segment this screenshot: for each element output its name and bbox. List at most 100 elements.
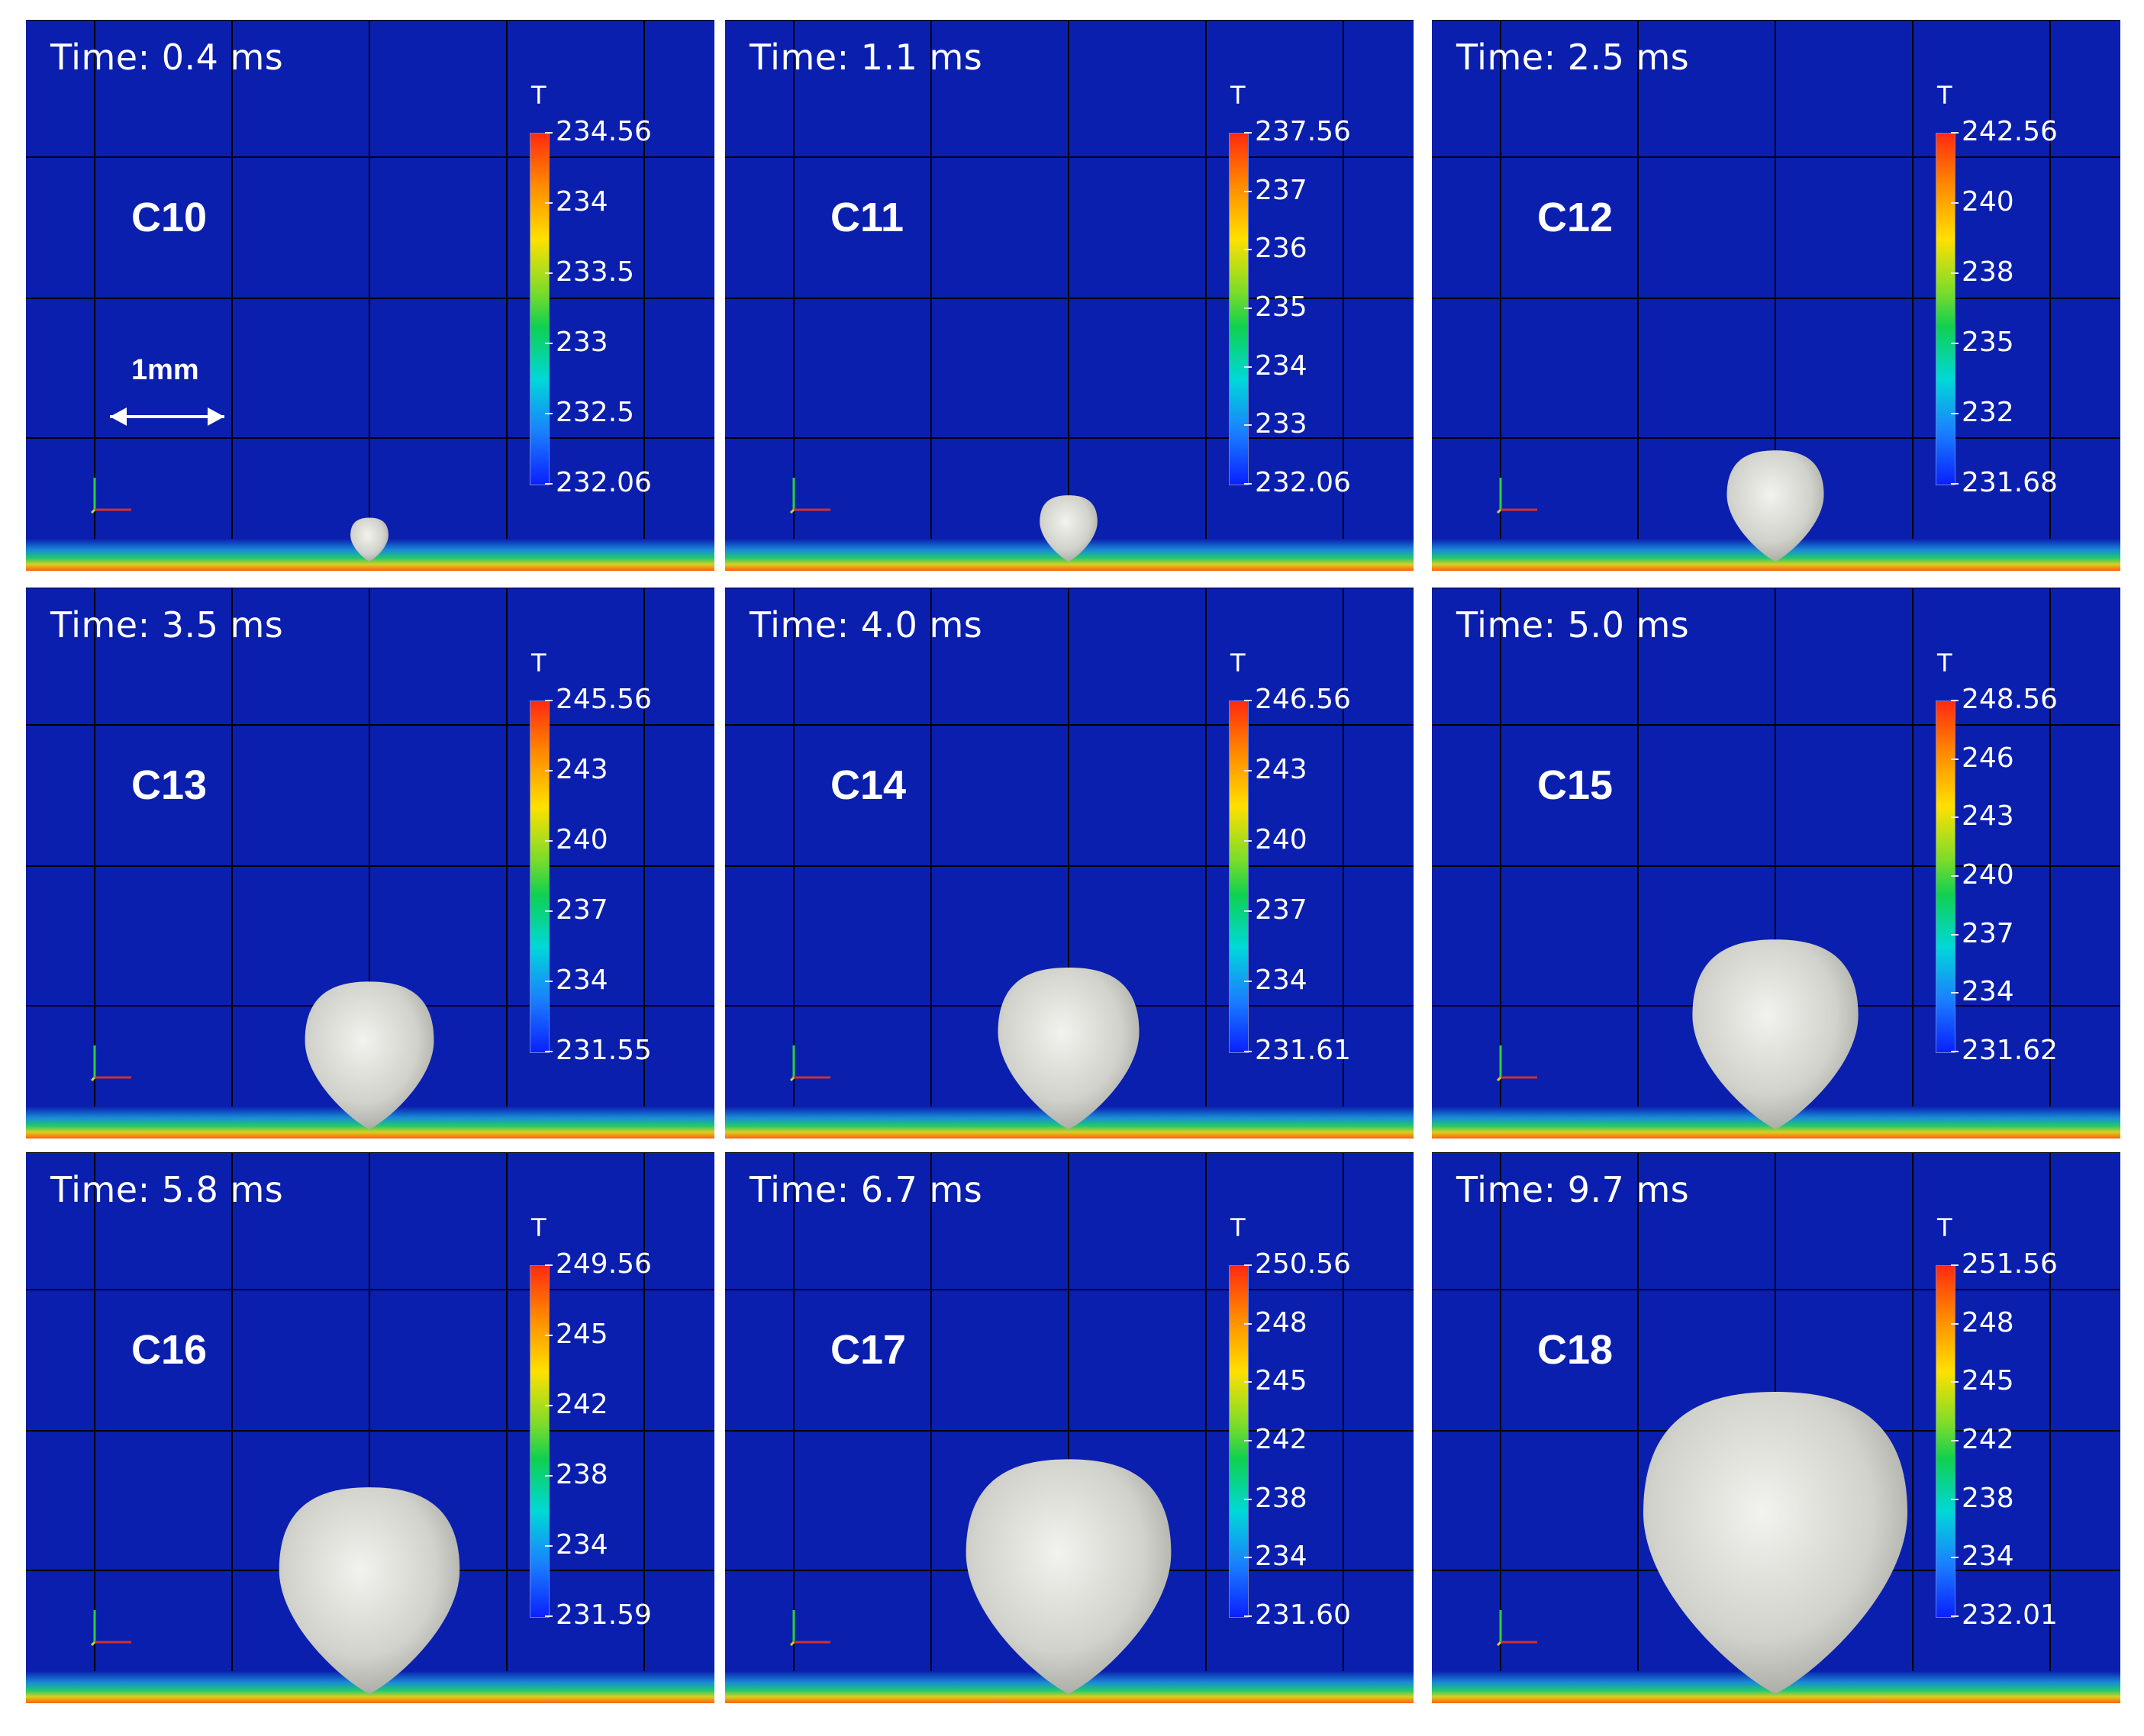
axes-triad-icon [90, 1076, 96, 1082]
time-label: Time: 2.5 ms [1456, 37, 1690, 78]
colorbar-tick-label: 243 [556, 754, 608, 785]
colorbar-title: T [1230, 1213, 1246, 1242]
colorbar-tick-mark [545, 1475, 553, 1477]
temperature-field [26, 20, 714, 571]
axes-triad-icon [1496, 1641, 1502, 1647]
colorbar-tick-label: 232 [1962, 397, 2014, 428]
sim-panel-c13: Time: 3.5 ms C13 T 245.56 243 240 237 234 231.55 [26, 588, 714, 1139]
colorbar-tick-mark [1244, 1381, 1252, 1383]
colorbar-tick-label: 240 [1962, 859, 2014, 891]
colorbar [1936, 1265, 1955, 1618]
colorbar-tick-mark [1244, 1498, 1252, 1500]
colorbar-tick-label: 237.56 [1255, 116, 1351, 147]
colorbar-title: T [531, 1213, 546, 1242]
colorbar-tick-label: 231.62 [1962, 1035, 2058, 1066]
colorbar-tick-label: 245.56 [556, 684, 652, 715]
colorbar-tick-mark [1244, 910, 1252, 912]
time-label: Time: 6.7 ms [750, 1169, 983, 1210]
colorbar-tick-mark [1244, 308, 1252, 309]
time-label: Time: 1.1 ms [750, 37, 983, 78]
colorbar-tick-label: 234 [1255, 1541, 1307, 1573]
colorbar-tick-mark [1244, 981, 1252, 982]
vapor-bubble [1040, 495, 1098, 562]
colorbar-tick-label: 246.56 [1255, 684, 1351, 715]
axes-triad-icon [789, 1641, 795, 1647]
scale-bar-label: 1mm [131, 354, 199, 386]
colorbar-title: T [1937, 649, 1952, 678]
colorbar-tick-mark [545, 1264, 553, 1266]
colorbar-tick-mark [1244, 1264, 1252, 1266]
colorbar-tick-label: 240 [1962, 186, 2014, 217]
vapor-bubble [1643, 1392, 1907, 1694]
colorbar-tick-mark [1951, 1264, 1959, 1266]
colorbar-tick-label: 234.56 [556, 116, 652, 147]
colorbar-tick-label: 237 [556, 894, 608, 926]
colorbar-tick-label: 234 [556, 1529, 608, 1560]
colorbar-tick-label: 237 [1255, 894, 1307, 926]
colorbar-tick-mark [1244, 770, 1252, 771]
time-label: Time: 5.0 ms [1456, 604, 1690, 646]
colorbar-tick-label: 234 [1255, 349, 1307, 382]
case-label: C18 [1537, 1327, 1614, 1373]
colorbar-tick-label: 234 [1962, 976, 2014, 1008]
colorbar [1936, 701, 1955, 1053]
colorbar-tick-mark [545, 1051, 553, 1052]
colorbar-tick-label: 246 [1962, 742, 2014, 774]
colorbar-tick-label: 237 [1962, 917, 2014, 949]
colorbar-tick-mark [1951, 816, 1959, 819]
axes-triad-icon [789, 508, 795, 514]
colorbar-tick-label: 232.01 [1962, 1599, 2058, 1631]
axes-triad-icon [1496, 508, 1502, 514]
case-label: C12 [1537, 195, 1614, 240]
colorbar-tick-mark [1951, 272, 1959, 274]
temperature-field [725, 1152, 1414, 1703]
colorbar-tick-label: 233 [556, 327, 608, 358]
colorbar-tick-mark [1951, 483, 1959, 485]
colorbar-tick-mark [1951, 933, 1959, 936]
colorbar-tick-mark [545, 132, 553, 134]
colorbar-tick-label: 234 [1962, 1541, 2014, 1573]
colorbar-tick-mark [545, 343, 553, 344]
vapor-bubble [998, 968, 1140, 1129]
colorbar-tick-label: 233 [1255, 408, 1307, 440]
colorbar-tick-mark [1244, 1440, 1252, 1441]
case-label: C11 [830, 195, 904, 240]
axes-triad-icon [90, 508, 96, 514]
colorbar-tick-label: 248.56 [1962, 684, 2058, 715]
colorbar-title: T [1937, 81, 1952, 110]
colorbar-tick-mark [1244, 1615, 1252, 1617]
sim-panel-c11: Time: 1.1 ms C11 T 237.56 237 236 235 234 233 232… [725, 20, 1414, 571]
axes-triad-icon [90, 1641, 96, 1647]
colorbar-tick-mark [545, 840, 553, 842]
sim-panel-c14: Time: 4.0 ms C14 T 246.56 243 240 237 234 231.61 [725, 588, 1414, 1139]
case-label: C15 [1537, 762, 1614, 808]
colorbar-tick-label: 231.68 [1962, 467, 2058, 498]
sim-panel-c12: Time: 2.5 ms C12 T 242.56 240 238 235 232 231.68 [1432, 20, 2120, 571]
colorbar-title: T [531, 649, 546, 678]
colorbar-tick-label: 242 [1255, 1424, 1307, 1455]
colorbar [1229, 1265, 1249, 1618]
colorbar-title: T [531, 81, 546, 110]
sim-panel-c15: Time: 5.0 ms C15 T 248.56 246 243 240 237 234 231… [1432, 588, 2120, 1139]
colorbar-tick-mark [1951, 992, 1959, 994]
colorbar-tick-mark [1244, 132, 1252, 134]
colorbar-tick-label: 242 [1962, 1424, 2014, 1455]
time-label: Time: 5.8 ms [50, 1169, 284, 1210]
colorbar-tick-label: 236 [1255, 233, 1307, 265]
colorbar-tick-mark [1951, 1440, 1959, 1441]
time-label: Time: 9.7 ms [1456, 1169, 1690, 1210]
time-label: Time: 0.4 ms [50, 37, 284, 78]
time-label: Time: 3.5 ms [50, 604, 284, 646]
colorbar-tick-label: 238 [1962, 1482, 2014, 1514]
colorbar-tick-label: 242 [556, 1389, 608, 1420]
colorbar-tick-mark [545, 1335, 553, 1336]
colorbar-tick-mark [1244, 190, 1252, 192]
colorbar-tick-label: 243 [1962, 800, 2014, 833]
colorbar-tick-mark [545, 413, 553, 414]
colorbar-tick-label: 237 [1255, 174, 1307, 206]
temperature-field [1432, 20, 2120, 571]
colorbar-tick-label: 234 [556, 186, 608, 217]
colorbar-tick-mark [1951, 875, 1959, 877]
temperature-field [725, 20, 1414, 571]
